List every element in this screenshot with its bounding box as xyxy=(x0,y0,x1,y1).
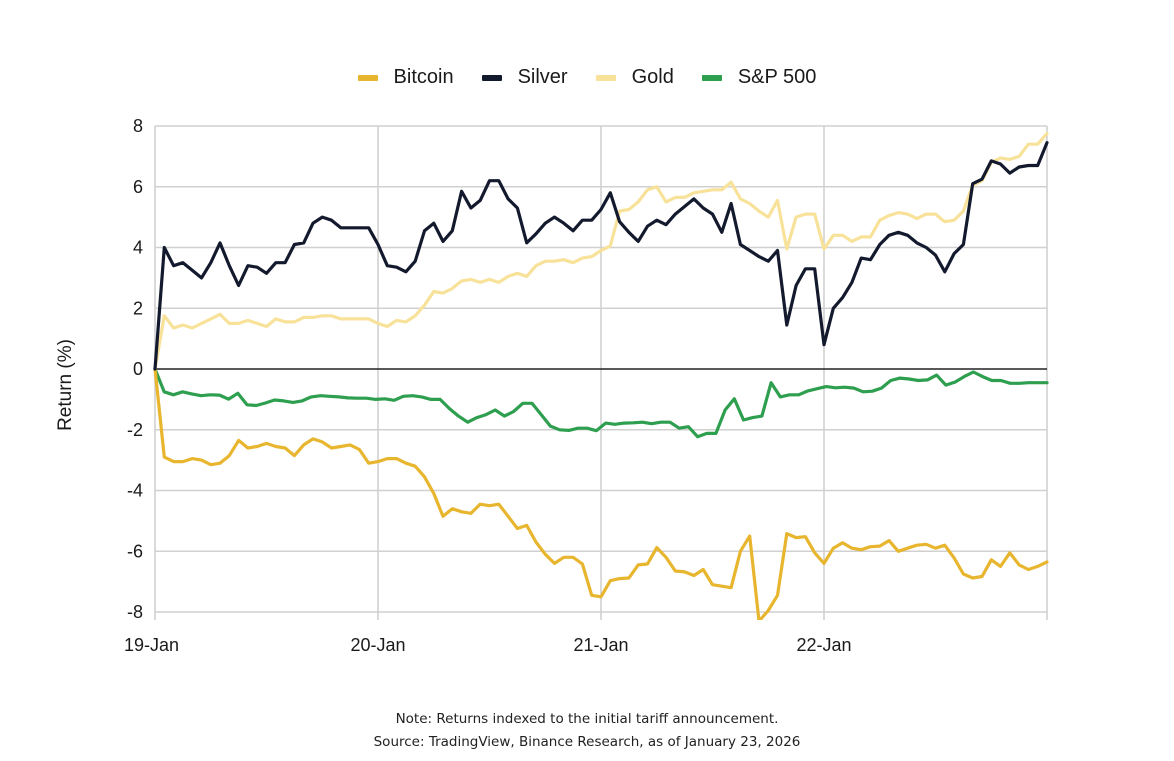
series-group xyxy=(153,132,1049,620)
series-line-gold xyxy=(153,132,1049,371)
legend-item-gold: Gold xyxy=(595,66,674,89)
x-tick-label: 21-Jan xyxy=(573,635,628,655)
series-line-s-p-500 xyxy=(153,367,1049,439)
y-tick-label: 0 xyxy=(133,359,143,379)
legend-item-silver: Silver xyxy=(481,66,568,89)
y-tick-label: 4 xyxy=(133,238,143,258)
x-axis-ticks: 19-Jan 20-Jan 21-Jan 22-Jan xyxy=(124,635,852,655)
legend-swatch-gold xyxy=(595,74,616,81)
legend-label-gold: Gold xyxy=(631,66,674,88)
footnote: Note: Returns indexed to the initial tar… xyxy=(395,711,779,727)
y-tick-label: -4 xyxy=(127,481,143,501)
y-tick-label: 8 xyxy=(133,116,143,136)
legend-item-bitcoin: Bitcoin xyxy=(357,66,454,89)
legend-label-sp500: S&P 500 xyxy=(737,66,817,88)
x-tick-label: 20-Jan xyxy=(350,635,405,655)
series-line-bitcoin xyxy=(153,367,1049,620)
y-tick-label: -2 xyxy=(127,420,143,440)
y-tick-label: 2 xyxy=(133,298,143,318)
series-line-silver xyxy=(153,141,1049,371)
legend-label-silver: Silver xyxy=(517,66,568,88)
legend-label-bitcoin: Bitcoin xyxy=(393,66,454,88)
legend-swatch-sp500 xyxy=(701,74,722,81)
y-tick-label: 6 xyxy=(133,177,143,197)
x-tick-label: 19-Jan xyxy=(124,635,179,655)
chart-legend: Bitcoin Silver Gold S&P 500 xyxy=(0,66,1174,89)
source-note: Source: TradingView, Binance Research, a… xyxy=(373,734,801,750)
legend-swatch-silver xyxy=(481,74,502,81)
x-tick-label: 22-Jan xyxy=(796,635,851,655)
legend-swatch-bitcoin xyxy=(357,74,378,81)
y-tick-label: -6 xyxy=(127,541,143,561)
y-tick-label: -8 xyxy=(127,602,143,622)
y-axis-ticks: 8 6 4 2 0 -2 -4 -6 -8 xyxy=(127,116,143,622)
legend-item-sp500: S&P 500 xyxy=(701,66,817,89)
